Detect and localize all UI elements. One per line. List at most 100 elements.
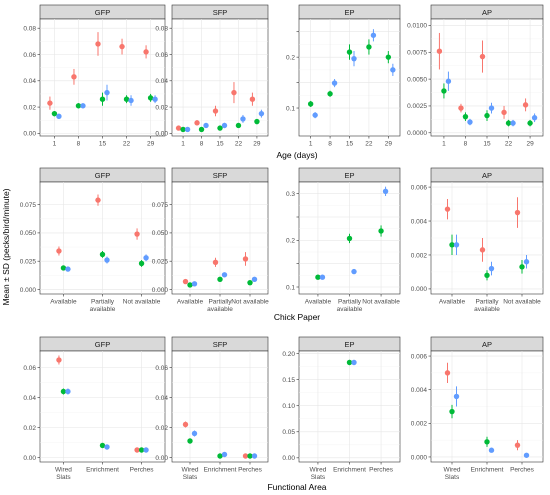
y-tick-label: 0.025 — [152, 258, 169, 265]
x-tick-label-line: Perches — [130, 467, 155, 474]
x-tick-label-line: Partially — [208, 299, 232, 306]
data-point — [315, 274, 321, 280]
data-point — [366, 44, 372, 50]
data-point — [143, 49, 149, 55]
data-point — [523, 259, 530, 265]
data-point — [488, 265, 495, 272]
x-tick-label-line: Partially — [91, 299, 115, 306]
y-tick-label: 0.06 — [155, 365, 168, 372]
data-point — [488, 447, 495, 453]
x-tick-label-line: 15 — [483, 141, 491, 148]
panel-ap-r2: AP 0.000 0.002 0.004 0.006 Available Partially… — [411, 167, 544, 313]
x-tick-label: Perches — [510, 467, 535, 474]
data-point — [484, 112, 490, 119]
x-tick-label-line: 22 — [235, 141, 243, 148]
y-tick-label: 0.02 — [155, 104, 168, 111]
x-tick-label-line: 1 — [53, 141, 57, 148]
data-point — [514, 442, 521, 448]
x-tick-label-line: Enrichment — [333, 467, 366, 474]
x-tick-label: 8 — [200, 141, 204, 148]
data-point — [134, 447, 140, 453]
data-point — [242, 256, 249, 262]
x-tick-label: 1 — [309, 141, 313, 148]
data-point — [501, 109, 507, 116]
y-tick-label: 0.006 — [411, 184, 428, 191]
data-point — [453, 242, 460, 248]
y-tick-label: 0.02 — [155, 425, 168, 432]
panel-ap-r1: AP 0.0000 0.0025 0.0050 0.0075 0.0100 1 8 15 22 29 — [407, 4, 544, 148]
x-tick-label-line: 15 — [346, 141, 354, 148]
facet-strip-label: EP — [344, 8, 354, 17]
data-point — [95, 41, 101, 47]
data-point — [382, 188, 389, 195]
x-tick-label: Perches — [238, 467, 263, 474]
x-axis-title-row-2: Chick Paper — [274, 312, 320, 322]
data-point — [80, 103, 86, 109]
panel-gfp-r2: GFP 0.000 0.025 0.050 0.075 Available Partiall… — [20, 167, 166, 313]
data-point — [60, 265, 67, 271]
x-axis-title-row-3: Functional Area — [267, 482, 326, 492]
data-point — [510, 120, 516, 126]
x-tick-label-line: Partially — [475, 299, 499, 306]
data-point — [249, 96, 256, 102]
x-tick-label: Wired Slats — [182, 467, 199, 482]
data-point — [51, 110, 58, 117]
y-tick-label: 0.04 — [155, 78, 168, 85]
data-point — [319, 274, 326, 280]
data-point — [65, 388, 71, 395]
data-point — [221, 122, 228, 129]
x-tick-label-line: 15 — [99, 141, 107, 148]
x-tick-label: Enrichment — [204, 467, 237, 474]
y-tick-label: 0.006 — [411, 353, 428, 360]
x-tick-label-line: 8 — [200, 141, 204, 148]
y-tick-label: 0.0100 — [407, 23, 427, 30]
data-point — [242, 453, 249, 459]
x-tick-label: 15 — [346, 141, 354, 148]
data-point — [479, 53, 486, 60]
data-point — [519, 264, 525, 270]
facet-strip-label: GFP — [95, 8, 110, 17]
x-tick-label: 15 — [216, 141, 224, 148]
x-tick-label: Not available — [231, 299, 269, 306]
x-tick-label-line: 29 — [253, 141, 261, 148]
data-point — [488, 105, 495, 111]
data-point — [251, 276, 258, 282]
x-tick-label: Partially available — [337, 299, 363, 314]
x-tick-label-line: Wired — [182, 467, 199, 474]
data-point — [312, 112, 318, 118]
data-point — [240, 116, 246, 122]
panel-ap-r3: AP 0.000 0.002 0.004 0.006 Wired Slats Enrichme… — [411, 336, 544, 481]
data-point — [462, 113, 469, 120]
data-point — [217, 276, 223, 282]
y-tick-label: 0.2 — [286, 238, 295, 245]
data-point — [143, 255, 149, 261]
data-point — [514, 209, 521, 216]
y-tick-label: 0.04 — [23, 78, 36, 85]
data-point — [182, 421, 189, 428]
y-tick-label: 0.050 — [152, 230, 169, 237]
x-tick-label-line: Wired — [55, 467, 72, 474]
y-tick-label: 0.0025 — [407, 103, 427, 110]
x-tick-label: 22 — [505, 141, 513, 148]
y-tick-label: 0.0050 — [407, 76, 427, 83]
data-point — [453, 393, 460, 400]
y-tick-label: 0.000 — [20, 287, 37, 294]
panel-sfp-r3: SFP 0.00 0.02 0.04 0.06 Wired Slats Enrichment P… — [155, 336, 269, 482]
x-tick-label: 1 — [53, 141, 57, 148]
data-point — [385, 54, 392, 60]
y-tick-label: 0.04 — [23, 395, 36, 402]
panel-ep-r2: EP 0.1 0.2 0.3 Available Partially availableNo… — [286, 167, 401, 314]
y-tick-label: 0.08 — [155, 26, 168, 33]
data-point — [212, 108, 219, 114]
data-point — [56, 248, 62, 254]
x-tick-label: 29 — [526, 141, 534, 148]
y-tick-label: 0.06 — [23, 52, 36, 59]
x-tick-label: Enrichment — [86, 467, 119, 474]
x-tick-label-line: 22 — [123, 141, 131, 148]
x-tick-label-line: Not available — [503, 299, 541, 306]
data-point — [351, 55, 357, 62]
data-point — [251, 453, 258, 459]
data-point — [441, 88, 447, 94]
